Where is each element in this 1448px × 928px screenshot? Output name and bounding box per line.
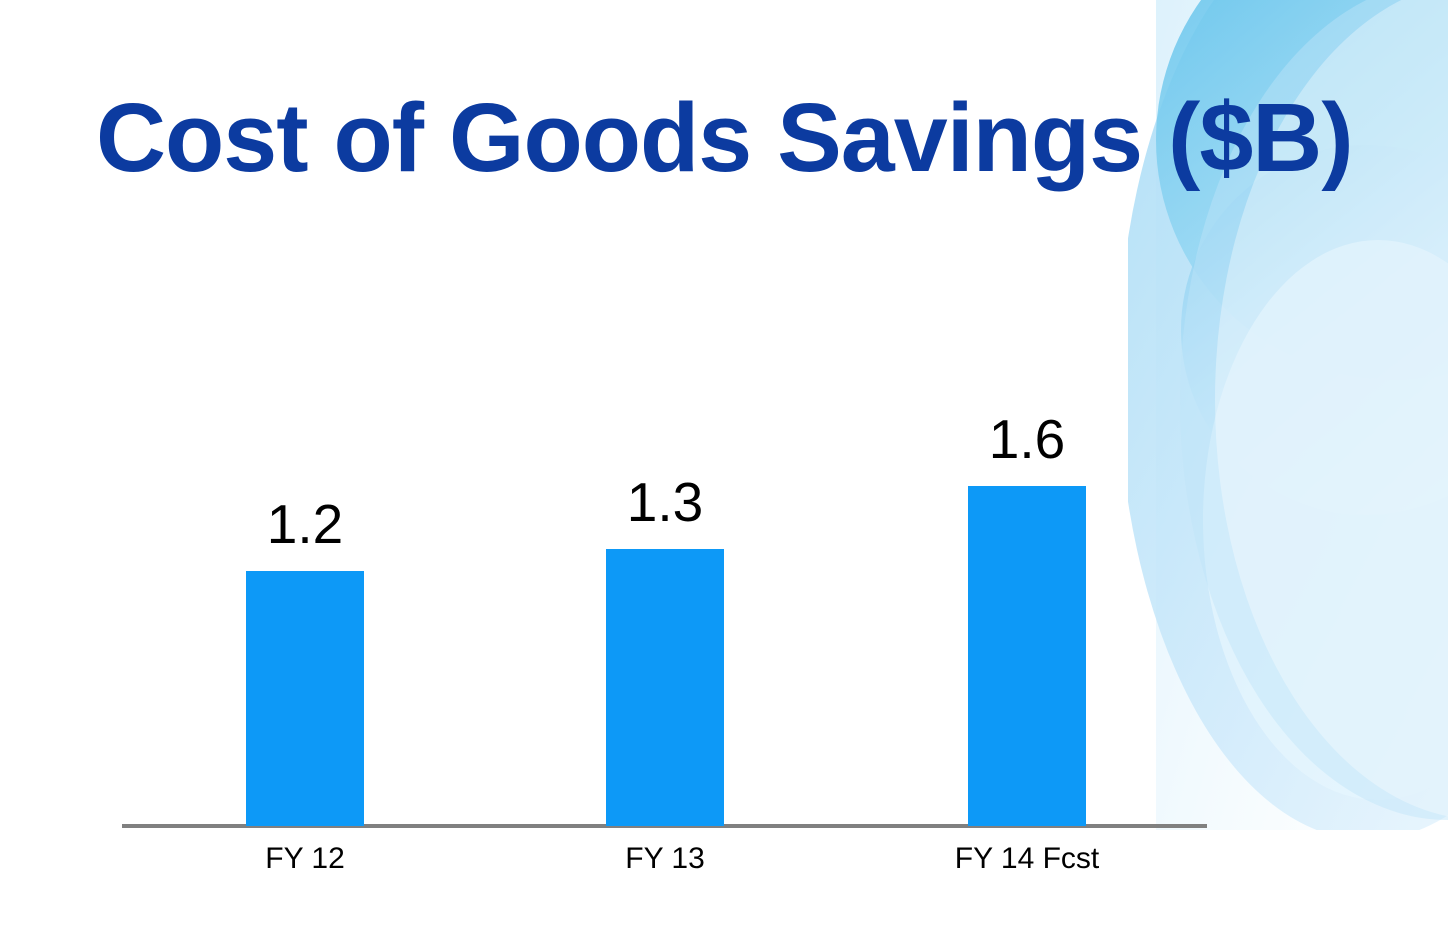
bar-value-fy14-fcst: 1.6	[988, 408, 1066, 470]
bar-fy14-fcst[interactable]	[968, 486, 1086, 826]
category-label-fy13: FY 13	[625, 842, 705, 875]
bar-value-fy12: 1.2	[266, 493, 344, 555]
bar-fy13[interactable]	[606, 549, 724, 826]
bar-fy12[interactable]	[246, 571, 364, 826]
slide-title: Cost of Goods Savings ($B)	[96, 83, 1354, 192]
category-label-fy12: FY 12	[265, 842, 345, 875]
bar-value-fy13: 1.3	[626, 471, 704, 533]
x-axis-line	[122, 824, 1207, 828]
category-label-fy14-fcst: FY 14 Fcst	[954, 842, 1100, 875]
